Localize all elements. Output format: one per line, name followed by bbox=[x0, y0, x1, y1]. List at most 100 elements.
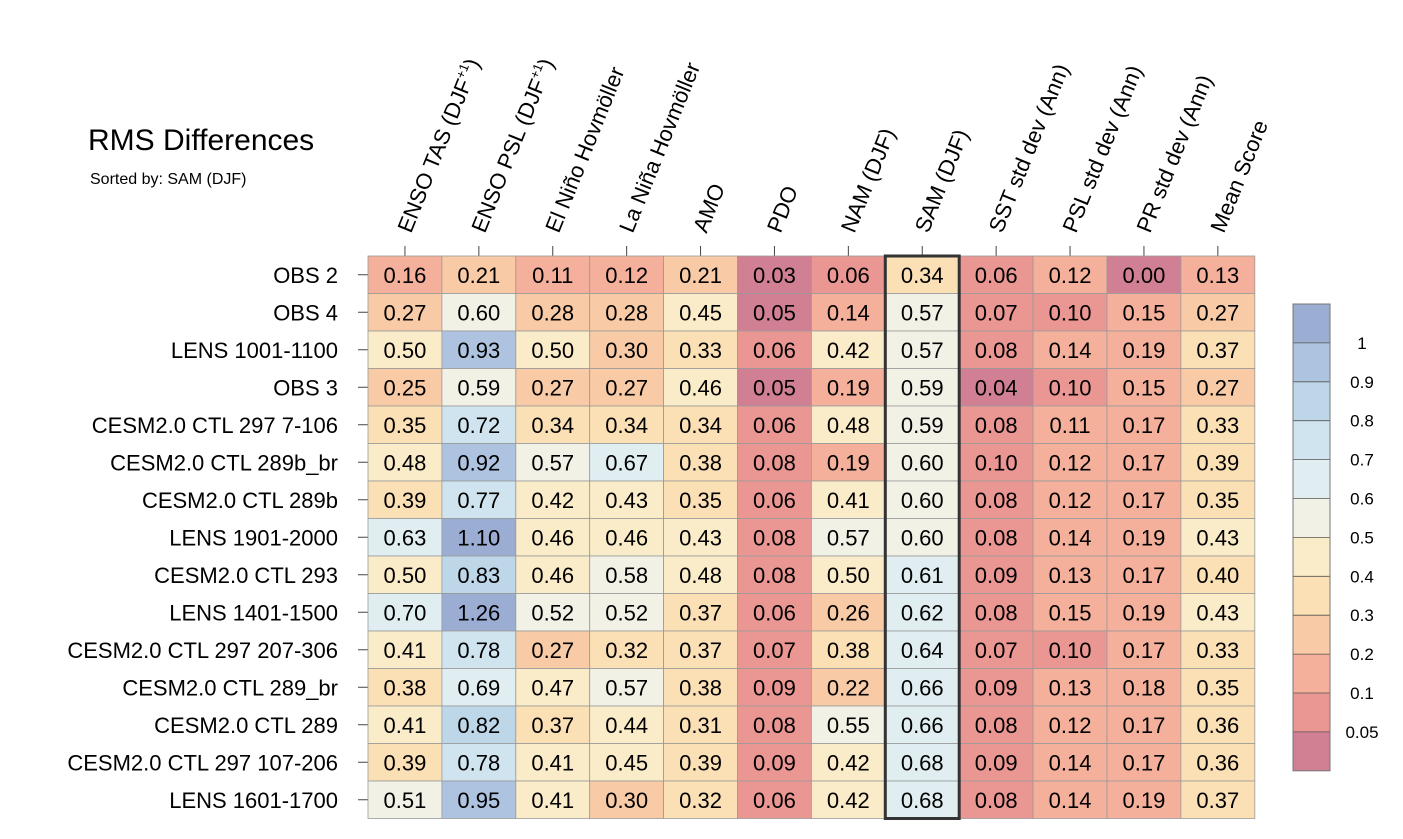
cell-value: 0.14 bbox=[1049, 788, 1092, 813]
cell-value: 0.59 bbox=[901, 413, 944, 438]
cell-value: 0.10 bbox=[975, 450, 1018, 475]
heatmap-cell bbox=[811, 293, 886, 332]
heatmap-cell bbox=[367, 518, 443, 557]
column-label-text: AMO bbox=[688, 180, 730, 236]
cell-value: 0.11 bbox=[532, 263, 573, 288]
colorbar-segment bbox=[1293, 304, 1330, 343]
heatmap-cell bbox=[1032, 480, 1108, 519]
heatmap-cell bbox=[1032, 743, 1108, 782]
heatmap-cell bbox=[958, 443, 1034, 482]
cell-value: 0.57 bbox=[531, 450, 574, 475]
cell-value: 0.46 bbox=[531, 563, 574, 588]
cell-value: 0.41 bbox=[384, 638, 427, 663]
column-label-amo: AMO bbox=[688, 180, 730, 236]
heatmap-cell bbox=[515, 330, 591, 369]
heatmap-cell bbox=[441, 630, 517, 669]
cell-value: 0.34 bbox=[679, 413, 722, 438]
cell-value: 0.67 bbox=[605, 450, 648, 475]
heatmap-cell bbox=[958, 518, 1034, 557]
heatmap-cell bbox=[1106, 668, 1182, 707]
cell-value: 0.06 bbox=[753, 338, 796, 363]
heatmap-cell bbox=[663, 443, 738, 482]
heatmap-cell bbox=[515, 555, 591, 594]
cell-value: 0.42 bbox=[827, 338, 870, 363]
column-label-superscript: +1 bbox=[526, 61, 545, 80]
cell-value: 0.15 bbox=[1123, 300, 1166, 325]
heatmap-cell bbox=[1032, 780, 1108, 819]
cell-value: 0.35 bbox=[679, 488, 722, 513]
heatmap-cell bbox=[515, 405, 591, 444]
heatmap-cell bbox=[589, 405, 665, 444]
cell-value: 0.60 bbox=[457, 300, 500, 325]
cell-value: 0.60 bbox=[901, 450, 944, 475]
cell-value: 0.38 bbox=[827, 638, 870, 663]
cell-value: 0.43 bbox=[1196, 525, 1239, 550]
colorbar-tick-label: 0.7 bbox=[1350, 451, 1374, 470]
heatmap-cell bbox=[441, 405, 517, 444]
cell-value: 0.35 bbox=[1196, 488, 1239, 513]
heatmap-cell bbox=[515, 630, 591, 669]
cell-value: 0.61 bbox=[901, 563, 944, 588]
cell-value: 0.48 bbox=[679, 563, 722, 588]
cell-value: 0.07 bbox=[975, 638, 1018, 663]
cell-value: 0.19 bbox=[1123, 525, 1166, 550]
column-label-text: La Niña Hovmöller bbox=[614, 59, 705, 236]
cell-value: 0.17 bbox=[1123, 413, 1166, 438]
heatmap-cell bbox=[367, 255, 443, 294]
row-label: CESM2.0 CTL 297 107-206 bbox=[67, 750, 338, 775]
colorbar-tick-label: 0.8 bbox=[1350, 412, 1374, 431]
cell-value: 0.39 bbox=[1196, 450, 1239, 475]
heatmap-cell bbox=[811, 555, 886, 594]
heatmap-cell bbox=[441, 368, 517, 407]
colorbar-tick-label: 0.6 bbox=[1350, 490, 1374, 509]
row-label: CESM2.0 CTL 289_br bbox=[122, 675, 338, 700]
row-label: LENS 1601-1700 bbox=[169, 788, 338, 813]
cell-value: 0.08 bbox=[975, 338, 1018, 363]
heatmap-cell bbox=[958, 255, 1034, 294]
cell-value: 0.66 bbox=[901, 713, 944, 738]
cell-value: 1.26 bbox=[457, 600, 500, 625]
cell-value: 0.18 bbox=[1123, 675, 1166, 700]
heatmap-cell bbox=[441, 293, 517, 332]
cell-value: 0.17 bbox=[1123, 563, 1166, 588]
heatmap-cell bbox=[884, 555, 960, 594]
row-label: OBS 3 bbox=[273, 375, 338, 400]
cell-value: 0.72 bbox=[457, 413, 500, 438]
heatmap-cell bbox=[1032, 255, 1108, 294]
cell-value: 0.10 bbox=[1049, 375, 1092, 400]
heatmap-cell bbox=[367, 630, 443, 669]
cell-value: 0.42 bbox=[827, 750, 870, 775]
heatmap-cell bbox=[811, 405, 886, 444]
heatmap-cell bbox=[1106, 405, 1182, 444]
cell-value: 0.50 bbox=[827, 563, 870, 588]
cell-value: 0.09 bbox=[975, 750, 1018, 775]
cell-value: 0.15 bbox=[1123, 375, 1166, 400]
column-label-pr-std-dev-ann: PR std dev (Ann) bbox=[1131, 71, 1217, 236]
heatmap-cell bbox=[1180, 443, 1256, 482]
cell-value: 0.93 bbox=[457, 338, 500, 363]
cell-value: 0.33 bbox=[679, 338, 722, 363]
heatmap-cell bbox=[1106, 368, 1182, 407]
column-label-enso-tas-djf: ENSO TAS (DJF+1) bbox=[391, 54, 484, 235]
colorbar-tick-label: 0.4 bbox=[1350, 567, 1374, 586]
cell-value: 0.78 bbox=[457, 638, 500, 663]
heatmap-cell bbox=[367, 330, 443, 369]
cell-value: 0.16 bbox=[384, 263, 427, 288]
heatmap-cell bbox=[884, 630, 960, 669]
cell-value: 0.19 bbox=[1123, 338, 1166, 363]
cell-value: 1.10 bbox=[457, 525, 500, 550]
heatmap-cell bbox=[811, 255, 886, 294]
cell-value: 0.27 bbox=[1196, 375, 1239, 400]
heatmap-cell bbox=[1180, 668, 1256, 707]
cell-value: 0.14 bbox=[827, 300, 870, 325]
heatmap-cell bbox=[1180, 518, 1256, 557]
heatmap-cells: 0.16 0.21 0.11 0.12 0.21 0.03 0.06 0.34 0.06 0.12… bbox=[367, 254, 1256, 820]
heatmap-cell bbox=[737, 443, 812, 482]
cell-value: 0.41 bbox=[384, 713, 427, 738]
cell-value: 0.32 bbox=[605, 638, 648, 663]
cell-value: 0.21 bbox=[457, 263, 500, 288]
heatmap-cell bbox=[811, 593, 886, 632]
cell-value: 0.43 bbox=[1196, 600, 1239, 625]
row-label: LENS 1001-1100 bbox=[171, 338, 338, 363]
